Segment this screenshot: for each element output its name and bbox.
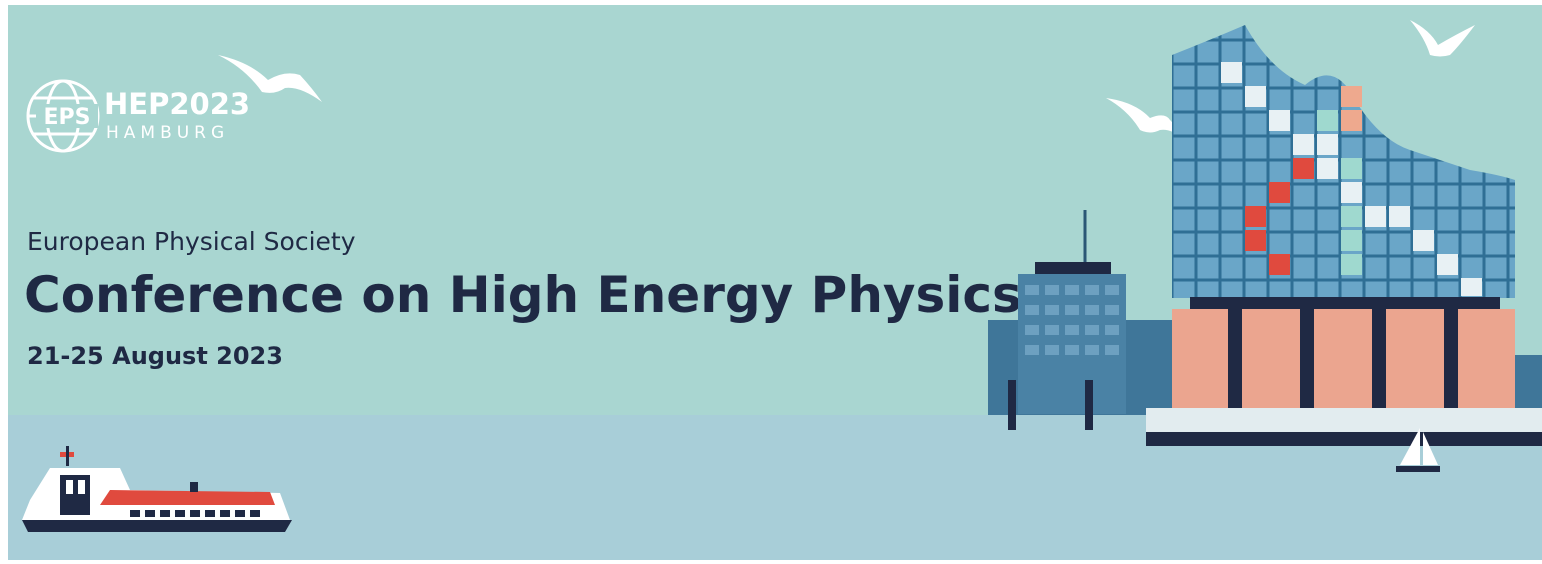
logo-city: HAMBURG	[106, 123, 229, 143]
dates: 21-25 August 2023	[27, 342, 283, 370]
society: European Physical Society	[27, 227, 356, 256]
ferry	[22, 446, 292, 532]
logo-name: HEP2023	[104, 87, 250, 121]
title: Conference on High Energy Physics	[24, 266, 1022, 324]
birds	[218, 20, 1475, 140]
logo-mark: EPS	[44, 105, 91, 130]
city-building	[988, 210, 1542, 430]
sailboat	[1396, 428, 1440, 472]
logo-mark-bg	[36, 104, 98, 128]
